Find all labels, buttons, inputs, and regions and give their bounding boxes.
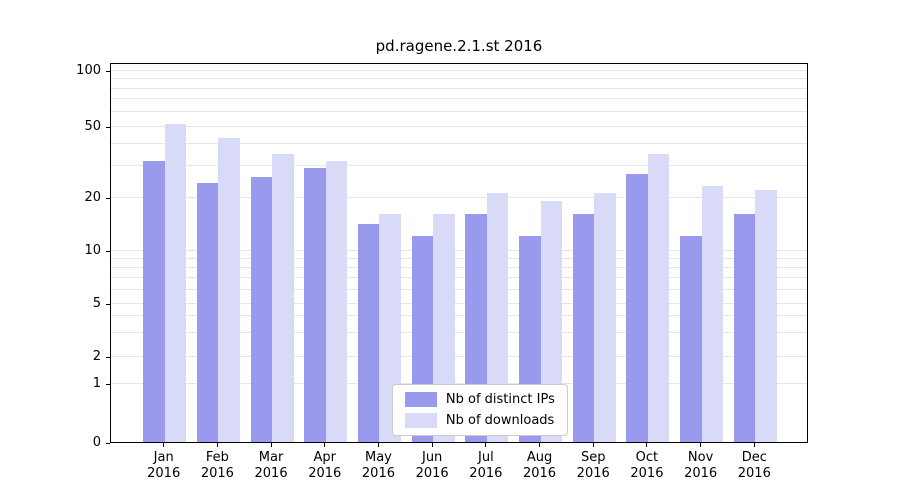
gridline-2 bbox=[111, 355, 807, 357]
x-tick-jun bbox=[431, 443, 433, 447]
legend-item-downloads: Nb of downloads bbox=[404, 413, 555, 428]
x-tick-jul bbox=[485, 443, 487, 447]
bar-feb-distinct-ips bbox=[196, 182, 219, 442]
x-tick-jan bbox=[163, 443, 165, 447]
x-tick-feb bbox=[216, 443, 218, 447]
y-tick-0 bbox=[106, 442, 110, 444]
y-tick-label-1: 1 bbox=[92, 376, 101, 391]
y-tick-2 bbox=[106, 356, 110, 358]
gridline-9 bbox=[111, 257, 807, 259]
legend-swatch-distinct-ips bbox=[404, 392, 437, 407]
legend-label-downloads: Nb of downloads bbox=[445, 413, 555, 428]
y-tick-label-0: 0 bbox=[92, 435, 101, 450]
bar-nov-distinct-ips bbox=[680, 236, 702, 442]
bar-dec-downloads bbox=[755, 189, 777, 442]
legend-label-distinct-ips: Nb of distinct IPs bbox=[445, 392, 555, 407]
gridline-60 bbox=[111, 110, 807, 112]
gridline-8 bbox=[111, 266, 807, 268]
x-tick-label-nov: Nov 2016 bbox=[684, 450, 718, 481]
bar-apr-distinct-ips bbox=[304, 168, 326, 442]
x-tick-label-jun: Jun 2016 bbox=[415, 450, 449, 481]
x-tick-mar bbox=[270, 443, 272, 447]
x-tick-label-jul: Jul 2016 bbox=[469, 450, 503, 481]
bar-jul-downloads bbox=[486, 193, 509, 442]
bar-jan-distinct-ips bbox=[143, 160, 165, 442]
x-tick-label-sep: Sep 2016 bbox=[576, 450, 610, 481]
bar-dec-distinct-ips bbox=[733, 214, 756, 442]
bar-sep-distinct-ips bbox=[572, 214, 595, 442]
legend-item-distinct-ips: Nb of distinct IPs bbox=[404, 392, 555, 407]
x-tick-label-dec: Dec 2016 bbox=[737, 450, 771, 481]
gridline-70 bbox=[111, 98, 807, 100]
bar-oct-distinct-ips bbox=[626, 173, 648, 442]
y-tick-label-5: 5 bbox=[92, 296, 101, 311]
bar-aug-downloads bbox=[540, 200, 562, 442]
y-tick-5 bbox=[106, 303, 110, 305]
y-tick-label-50: 50 bbox=[84, 119, 101, 134]
y-tick-20 bbox=[106, 197, 110, 199]
x-tick-label-aug: Aug 2016 bbox=[522, 450, 557, 481]
x-tick-dec bbox=[753, 443, 755, 447]
bar-sep-downloads bbox=[594, 193, 616, 442]
x-tick-apr bbox=[324, 443, 326, 447]
x-tick-sep bbox=[592, 443, 594, 447]
bar-may-distinct-ips bbox=[357, 224, 380, 442]
gridline-10 bbox=[111, 249, 807, 251]
gridline-40 bbox=[111, 142, 807, 144]
chart-title: pd.ragene.2.1.st 2016 bbox=[375, 37, 543, 55]
y-tick-label-2: 2 bbox=[92, 349, 101, 364]
gridline-20 bbox=[111, 196, 807, 198]
x-tick-label-feb: Feb 2016 bbox=[200, 450, 234, 481]
gridline-7 bbox=[111, 276, 807, 278]
y-tick-label-100: 100 bbox=[76, 63, 101, 78]
gridline-1 bbox=[111, 382, 807, 384]
y-tick-1 bbox=[106, 383, 110, 385]
x-tick-nov bbox=[700, 443, 702, 447]
y-tick-label-20: 20 bbox=[84, 190, 101, 205]
bar-mar-distinct-ips bbox=[250, 176, 273, 442]
legend-swatch-downloads bbox=[404, 413, 437, 428]
bar-jan-downloads bbox=[164, 124, 187, 442]
gridline-5 bbox=[111, 302, 807, 304]
gridline-90 bbox=[111, 78, 807, 80]
x-tick-label-apr: Apr 2016 bbox=[308, 450, 342, 481]
bar-apr-downloads bbox=[325, 160, 348, 442]
x-tick-label-oct: Oct 2016 bbox=[630, 450, 664, 481]
gridline-50 bbox=[111, 125, 807, 127]
x-tick-may bbox=[377, 443, 379, 447]
x-tick-label-mar: Mar 2016 bbox=[254, 450, 288, 481]
y-tick-10 bbox=[106, 250, 110, 252]
plot-area: Nb of distinct IPs Nb of downloads bbox=[110, 63, 808, 443]
gridline-6 bbox=[111, 288, 807, 290]
bar-nov-downloads bbox=[701, 186, 724, 442]
gridline-100 bbox=[111, 69, 807, 71]
gridline-4 bbox=[111, 315, 807, 317]
gridline-3 bbox=[111, 332, 807, 334]
y-tick-50 bbox=[106, 126, 110, 128]
y-tick-label-10: 10 bbox=[84, 243, 101, 258]
x-tick-label-may: May 2016 bbox=[361, 450, 395, 481]
y-tick-100 bbox=[106, 70, 110, 72]
bar-oct-downloads bbox=[647, 153, 670, 442]
legend: Nb of distinct IPs Nb of downloads bbox=[391, 384, 568, 436]
gridline-30 bbox=[111, 165, 807, 167]
bar-feb-downloads bbox=[218, 137, 240, 442]
x-tick-label-jan: Jan 2016 bbox=[147, 450, 181, 481]
x-tick-oct bbox=[646, 443, 648, 447]
gridline-80 bbox=[111, 87, 807, 89]
x-tick-aug bbox=[539, 443, 541, 447]
bar-mar-downloads bbox=[272, 153, 294, 442]
